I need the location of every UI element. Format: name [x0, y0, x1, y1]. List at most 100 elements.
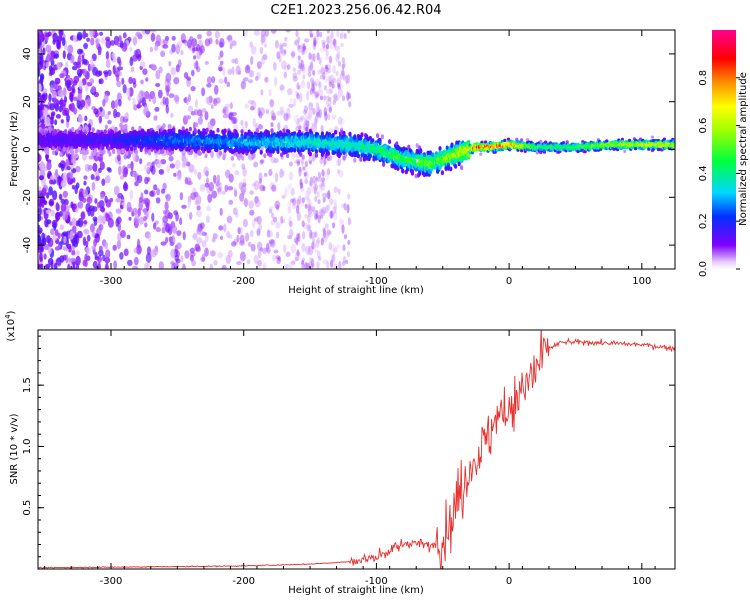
spectrogram-cell [310, 79, 316, 85]
spectrogram-cell [253, 30, 260, 36]
spectrogram-cell [306, 116, 310, 126]
spectrogram-cell [256, 241, 263, 251]
spectrogram-cell [317, 177, 323, 183]
spectrogram-cell [323, 85, 327, 91]
spectrogram-cell [257, 249, 262, 259]
spectrogram-cell [318, 210, 323, 220]
spectrogram-cell [137, 208, 141, 217]
spectrogram-cell [140, 91, 146, 96]
spectrogram-cell [150, 30, 157, 33]
spectrogram-cell [290, 51, 296, 57]
spectrogram-cell [333, 263, 338, 269]
spectrogram-cell [80, 211, 86, 220]
spectrogram-cell [295, 238, 299, 246]
spectrogram-cell [232, 124, 239, 129]
spectrogram-cell [39, 75, 44, 84]
spectrogram-cell [38, 213, 42, 222]
spectrogram-cell [121, 77, 125, 85]
spectrogram-cell [316, 112, 320, 117]
spectrogram-cell [259, 247, 264, 252]
spectrogram-cell [338, 260, 342, 269]
spectrogram-cell [149, 165, 154, 172]
spectrogram-cell [217, 187, 222, 193]
spectrogram-cell [65, 158, 70, 167]
spectrogram-cell [288, 171, 294, 181]
spectrogram-cell [287, 129, 291, 135]
spectrogram-cell [58, 162, 62, 168]
spectrogram-cell [134, 181, 139, 187]
spectrogram-cell [248, 79, 253, 84]
spectrogram-cell [259, 184, 265, 192]
spectrogram-cell [86, 196, 93, 204]
spectrogram-cell [81, 197, 87, 203]
spectrogram-cell [296, 92, 300, 100]
spectrogram-cell [83, 228, 90, 235]
spectrogram-cell [268, 208, 273, 214]
spectrogram-cell [311, 83, 315, 92]
spectrogram-cell [71, 150, 75, 156]
spectrogram-cell [74, 148, 78, 154]
spectrogram-cell [176, 242, 182, 250]
spectrogram-cell [72, 80, 78, 86]
spectrogram-cell [50, 209, 55, 217]
spectrogram-cell [256, 61, 262, 69]
spectrogram-cell [332, 65, 337, 74]
spectrogram-cell [188, 164, 195, 173]
spectrogram-cell [239, 226, 243, 236]
spectrogram-cell [301, 260, 305, 269]
spectrogram-cell [115, 111, 121, 118]
spectrogram-cell [230, 156, 234, 161]
spectrogram-cell [268, 89, 272, 97]
spectrogram-cell [356, 153, 360, 159]
spectrogram-cell [310, 121, 315, 127]
spectrogram-cell [294, 159, 301, 164]
spectrogram-cell [303, 38, 310, 43]
spectrogram-cell [138, 125, 142, 131]
spectrogram-cell [291, 204, 297, 210]
spectrogram-cell [144, 222, 148, 228]
spectrogram-cell [300, 59, 304, 70]
spectrogram-cell [54, 129, 58, 135]
spectrogram-cell [285, 30, 291, 33]
spectrogram-cell [158, 169, 164, 175]
spectrogram-cell [278, 55, 282, 63]
spectrogram-cell [314, 231, 318, 238]
spectrogram-cell [328, 81, 333, 88]
spectrogram-cell [320, 65, 325, 72]
spectrogram-cell [70, 54, 75, 64]
spectrogram-cell [38, 230, 42, 235]
spectrogram-cell [323, 171, 329, 181]
spectrogram-cell [322, 227, 326, 233]
spectrogram-cell [312, 237, 316, 243]
spectrogram-cell [269, 99, 274, 108]
spectrogram-cell [153, 115, 158, 121]
spectrogram-cell [440, 170, 444, 176]
spectrogram-cell [325, 55, 329, 60]
spectrogram-cell [304, 178, 309, 184]
spectrogram-cell [256, 228, 261, 236]
spectrogram-cell [313, 180, 317, 186]
spectrogram-cell [205, 96, 211, 104]
spectrogram-cell [326, 95, 330, 101]
spectrogram-cell [254, 217, 259, 222]
spectrogram-cell [135, 31, 142, 37]
spectrogram-cell [154, 148, 158, 154]
spectrogram-cell [311, 153, 315, 163]
spectrogram-cell [168, 147, 172, 153]
spectrogram-cell [94, 148, 98, 154]
spectrogram-cell [322, 259, 329, 265]
spectrogram-cell [291, 151, 296, 160]
spectrogram-cell [48, 186, 53, 196]
spectrogram-cell [132, 170, 138, 177]
spectrogram-cell [311, 123, 318, 133]
spectrogram-cell [64, 129, 68, 134]
spectrogram-cell [281, 219, 286, 224]
spectrogram-cell [299, 178, 303, 186]
spectrogram-cell [54, 169, 59, 177]
spectrogram-cell [319, 95, 324, 100]
spectrogram-cell [213, 98, 218, 107]
spectrogram-cell [215, 133, 219, 139]
spectrogram-cell [91, 231, 96, 238]
spectrogram-cell [291, 50, 296, 59]
spectrogram-cell [419, 148, 423, 154]
